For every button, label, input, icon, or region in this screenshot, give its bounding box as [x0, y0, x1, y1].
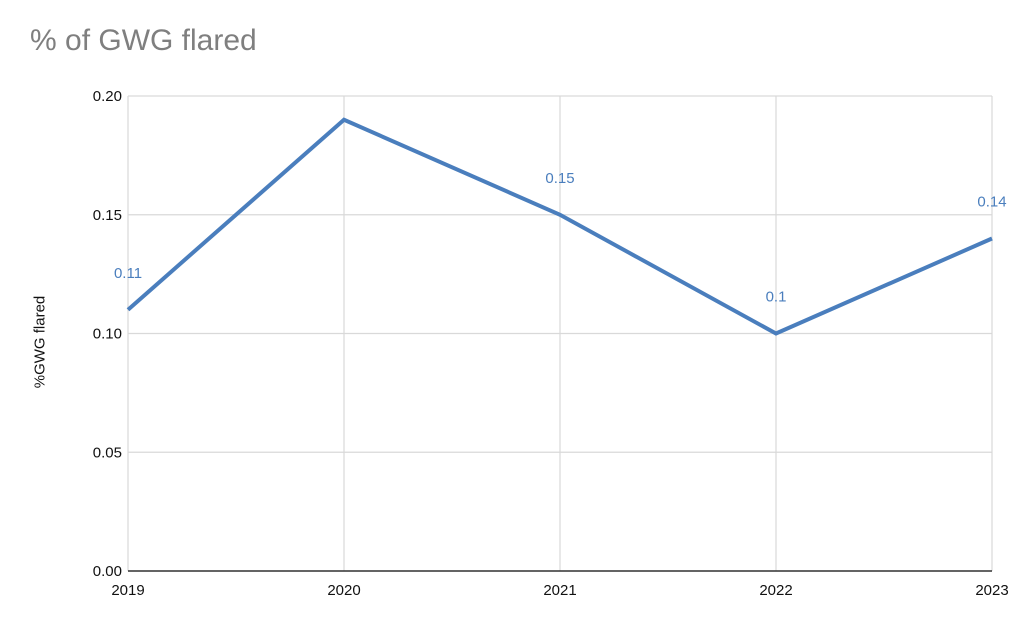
data-point-label: 0.11	[114, 265, 142, 282]
y-tick-label: 0.15	[93, 207, 122, 224]
x-tick-label: 2023	[975, 582, 1008, 599]
data-point-label: 0.15	[545, 170, 574, 187]
y-tick-label: 0.20	[93, 88, 122, 105]
series-line	[126, 117, 993, 336]
y-tick-label: 0.05	[93, 444, 122, 461]
x-tick-label: 2022	[759, 582, 792, 599]
x-tick-label: 2020	[327, 582, 360, 599]
x-tick-label: 2019	[111, 582, 144, 599]
y-tick-label: 0.00	[93, 563, 122, 580]
data-point-label: 0.14	[977, 194, 1006, 211]
y-tick-label: 0.10	[93, 326, 122, 343]
x-tick-label: 2021	[543, 582, 576, 599]
chart-title: % of GWG flared	[30, 24, 257, 57]
data-point-label: 0.1	[766, 289, 787, 306]
